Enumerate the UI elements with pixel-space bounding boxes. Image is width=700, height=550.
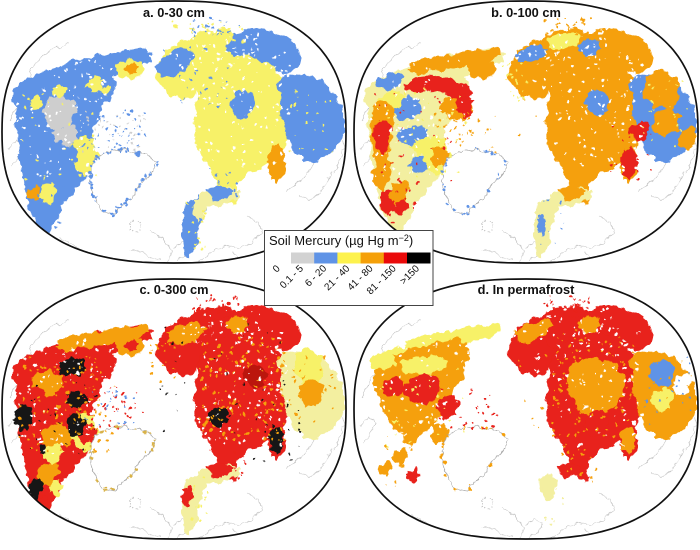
svg-text:c. 0-300 cm: c. 0-300 cm bbox=[139, 282, 208, 297]
svg-text:a. 0-30 cm: a. 0-30 cm bbox=[143, 5, 205, 20]
svg-text:Soil Mercury (µg Hg m−2): Soil Mercury (µg Hg m−2) bbox=[269, 233, 413, 248]
svg-text:d. In permafrost: d. In permafrost bbox=[478, 282, 575, 297]
svg-text:b. 0-100 cm: b. 0-100 cm bbox=[491, 5, 561, 20]
